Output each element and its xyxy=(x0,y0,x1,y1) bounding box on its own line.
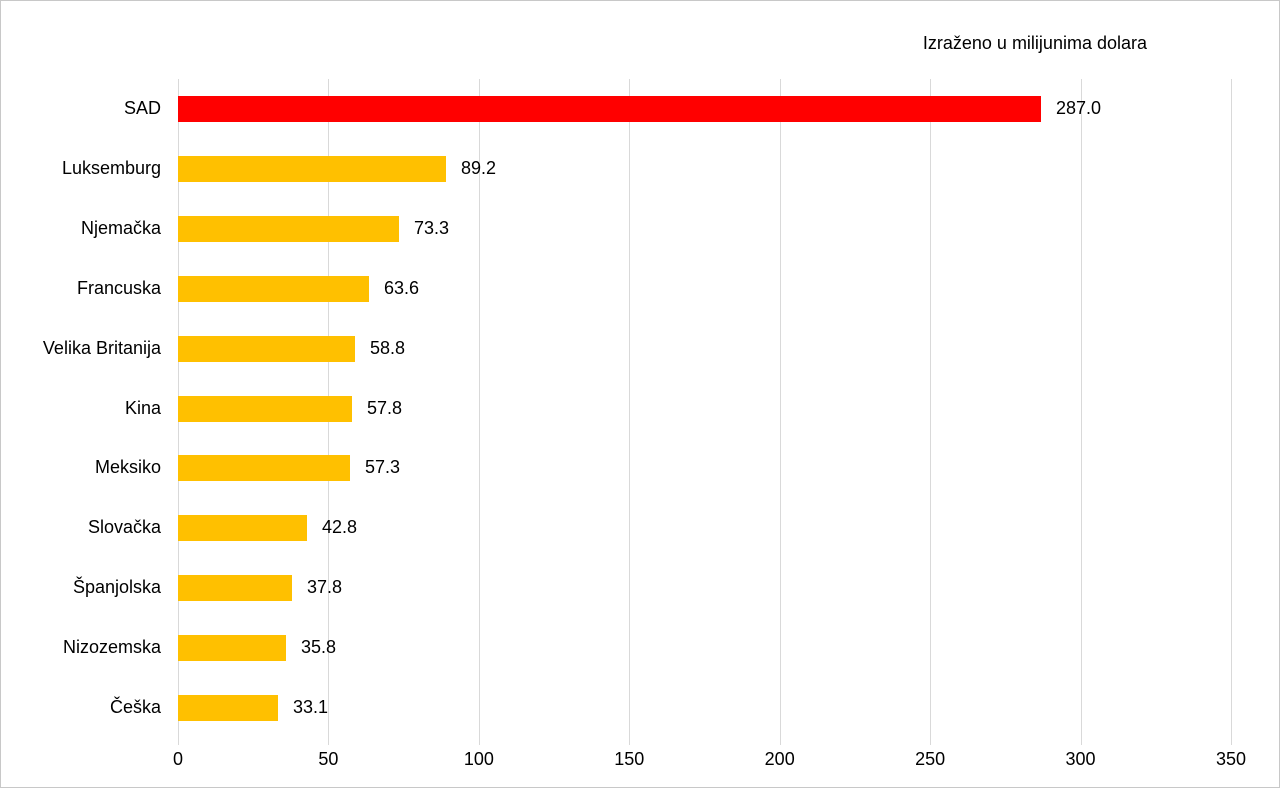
bar xyxy=(178,515,307,542)
value-label: 89.2 xyxy=(461,157,497,178)
bar xyxy=(178,155,446,182)
category-label: Luksemburg xyxy=(61,157,161,178)
category-label: Nizozemska xyxy=(62,637,161,658)
category-label: Kina xyxy=(124,397,161,418)
value-label: 42.8 xyxy=(322,517,358,538)
value-label: 35.8 xyxy=(301,637,337,658)
value-label: 33.1 xyxy=(293,697,329,718)
category-label: Francuska xyxy=(76,277,161,298)
category-label: Španjolska xyxy=(72,577,161,598)
bar xyxy=(178,275,369,302)
x-tick-label: 0 xyxy=(172,749,183,769)
value-label: 57.3 xyxy=(365,457,401,478)
value-label: 57.8 xyxy=(367,397,403,418)
gridline xyxy=(629,79,631,745)
bar xyxy=(178,575,292,602)
chart-title: Izraženo u milijunima dolara xyxy=(922,33,1147,53)
value-label: 37.8 xyxy=(307,577,343,598)
value-label: 73.3 xyxy=(414,217,450,238)
bar xyxy=(178,455,350,482)
value-label: 58.8 xyxy=(370,337,406,358)
x-tick-label: 150 xyxy=(614,749,645,769)
category-label: Njemačka xyxy=(80,217,161,238)
bar xyxy=(178,695,278,722)
category-label: SAD xyxy=(123,97,161,118)
x-tick-label: 100 xyxy=(463,749,494,769)
x-tick-label: 50 xyxy=(318,749,339,769)
bar xyxy=(178,335,355,362)
gridline xyxy=(930,79,932,745)
gridline xyxy=(1080,79,1082,745)
category-label: Meksiko xyxy=(94,457,161,478)
bar xyxy=(178,215,399,242)
gridline xyxy=(779,79,781,745)
gridline xyxy=(1231,79,1232,745)
bar xyxy=(178,635,286,662)
bar xyxy=(178,395,352,422)
x-tick-label: 300 xyxy=(1065,749,1096,769)
x-tick-label: 350 xyxy=(1215,749,1247,769)
value-label: 287.0 xyxy=(1056,97,1102,118)
value-label: 63.6 xyxy=(384,277,420,298)
bar xyxy=(178,95,1041,122)
category-label: Slovačka xyxy=(87,517,161,538)
x-tick-label: 200 xyxy=(764,749,795,769)
x-tick-label: 250 xyxy=(915,749,946,769)
category-label: Velika Britanija xyxy=(42,337,161,358)
gridline xyxy=(478,79,480,745)
category-label: Češka xyxy=(109,697,161,718)
